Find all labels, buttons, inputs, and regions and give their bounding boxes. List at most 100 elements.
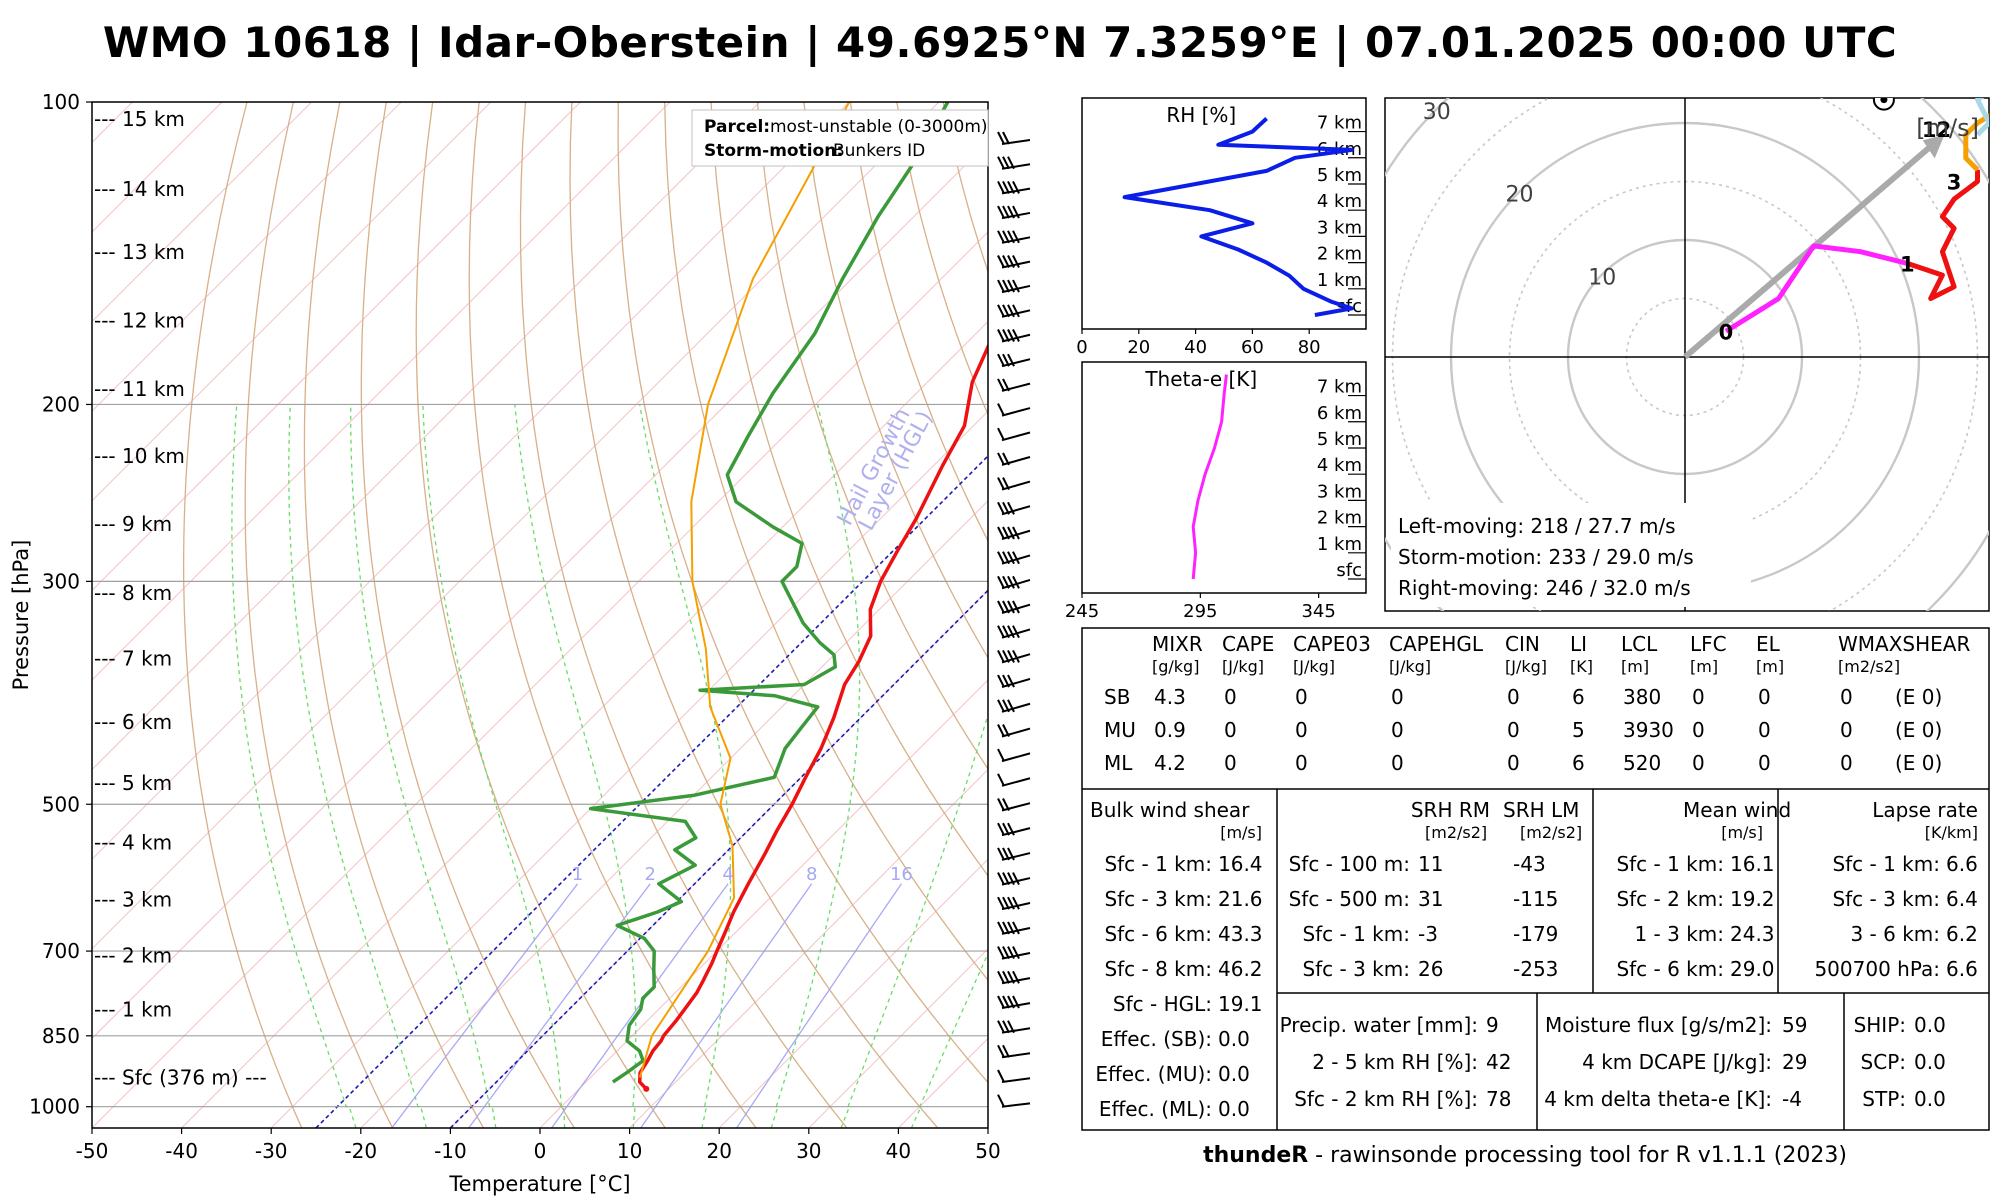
- wind-barb-flag: [1002, 798, 1010, 811]
- dry-adiabat: [1314, 102, 2000, 1128]
- height-label: --- 3 km: [94, 888, 172, 912]
- wind-barb: [997, 773, 1031, 787]
- isohume-line: [468, 883, 651, 1128]
- wind-barb-flag: [997, 452, 1005, 466]
- wind-barb: [997, 575, 1031, 590]
- wind-barb: [997, 452, 1031, 466]
- wind-barb-flag: [1012, 526, 1020, 540]
- wind-barb-shaft: [1001, 827, 1031, 837]
- wind-barb-flag: [1002, 452, 1010, 466]
- wind-barb-flag: [1007, 896, 1015, 910]
- wind-barb-flag: [1002, 822, 1010, 836]
- pressure-tick-label: 100: [42, 90, 80, 114]
- surface-temperature-marker: [643, 1085, 650, 1092]
- wind-barb: [997, 1069, 1031, 1083]
- wind-barb-flag: [1007, 353, 1015, 367]
- dry-adiabat: [468, 102, 757, 1128]
- wind-barb-flag: [997, 378, 1005, 392]
- wind-barb-flag: [997, 872, 1005, 886]
- legend-storm-key: Storm-motion:: [704, 141, 843, 161]
- wind-barb-shaft: [1001, 1027, 1031, 1034]
- isohume-line: [640, 883, 813, 1128]
- wind-barb: [997, 625, 1031, 639]
- dry-adiabat: [1454, 102, 2000, 1128]
- moist-adiabat: [770, 404, 861, 1128]
- moist-adiabat: [840, 712, 988, 1128]
- pressure-tick-label: 850: [42, 1024, 80, 1048]
- wind-barb-shaft: [1001, 877, 1031, 886]
- wind-barb-flag: [997, 896, 1005, 910]
- wind-barb: [997, 674, 1031, 689]
- wind-barb-shaft: [1001, 1052, 1031, 1059]
- wind-barb-flag: [1012, 575, 1020, 589]
- dry-adiabat: [244, 102, 394, 1128]
- isotherm: [718, 858, 988, 1128]
- skewt-frame: [91, 101, 989, 1129]
- wind-barb-flag: [1002, 896, 1010, 910]
- wind-barb-flag: [1007, 970, 1015, 984]
- mixing-ratio-label: 2: [644, 864, 655, 885]
- moist-adiabat: [910, 951, 988, 1128]
- pressure-tick-label: 500: [42, 792, 80, 816]
- wind-barb-shaft: [1001, 236, 1031, 244]
- temperature-tick-label: -40: [165, 1139, 198, 1163]
- wind-barb-flag: [1012, 896, 1020, 910]
- height-label: --- Sfc (376 m) ---: [94, 1065, 267, 1089]
- wind-barb-shaft: [1001, 802, 1031, 812]
- wind-barb-flag: [1007, 551, 1015, 565]
- moist-adiabat: [231, 404, 357, 1128]
- temperature-tick-label: 30: [796, 1139, 821, 1163]
- mixing-ratio-label: 1: [572, 864, 583, 885]
- wind-barb: [997, 230, 1031, 244]
- dry-adiabat: [1036, 102, 1846, 1128]
- wind-barb: [997, 872, 1031, 886]
- wind-barb-flag: [1002, 501, 1010, 515]
- wind-barb-flag: [1007, 847, 1015, 861]
- dry-adiabat: [664, 102, 988, 982]
- temperature-tick-label: 10: [617, 1139, 642, 1163]
- mixing-ratio-label: 4: [722, 864, 733, 885]
- wind-barb: [997, 477, 1031, 491]
- wind-barb-flag: [997, 649, 1005, 663]
- isotherm: [92, 102, 671, 681]
- wind-barb-flag: [997, 156, 1005, 170]
- dry-adiabat: [1547, 102, 2000, 1128]
- temperature-tick-label: -50: [76, 1139, 109, 1163]
- wind-barb-flag: [1002, 526, 1010, 540]
- wind-barb-flag: [1012, 329, 1020, 342]
- wind-barb: [997, 304, 1031, 318]
- wind-barb-flag: [1002, 699, 1010, 713]
- wind-barb-shaft: [1001, 977, 1031, 985]
- wind-barb-flag: [1002, 649, 1010, 663]
- wind-barb-flag: [997, 625, 1005, 639]
- wind-barb-flag: [997, 526, 1005, 540]
- dry-adiabat: [1129, 102, 2000, 1128]
- isotherm: [92, 102, 492, 502]
- wind-barb: [997, 1020, 1031, 1034]
- dry-adiabat: [1500, 102, 2000, 1128]
- wind-barb-shaft: [1001, 138, 1031, 145]
- wind-barb-shaft: [1001, 456, 1031, 466]
- moist-adiabat: [350, 404, 497, 1128]
- wind-barb-flag: [997, 748, 1005, 762]
- wind-barb-flag: [1002, 551, 1010, 565]
- wind-barb: [997, 131, 1031, 145]
- wind-barb-flag: [1012, 279, 1020, 293]
- wind-barb-flag: [997, 1069, 1005, 1083]
- wind-barb-flag: [997, 970, 1005, 984]
- wind-barb-flag: [1007, 304, 1015, 318]
- dry-adiabat: [182, 102, 303, 1128]
- wind-barb-shaft: [1001, 852, 1031, 861]
- wind-barb-shaft: [1001, 727, 1031, 738]
- dry-adiabat: [756, 102, 988, 771]
- wind-barb: [997, 822, 1031, 837]
- wind-barb-flag: [1012, 304, 1020, 318]
- wind-barb-shaft: [1001, 284, 1031, 294]
- height-label: --- 1 km: [94, 997, 172, 1021]
- wind-barb-flag: [1007, 255, 1015, 268]
- wind-barb: [997, 551, 1031, 565]
- temperature-tick-label: -30: [255, 1139, 288, 1163]
- wind-barb-flag: [1002, 625, 1010, 639]
- mixing-ratio-label: 8: [806, 864, 817, 885]
- dry-adiabat: [617, 102, 988, 1084]
